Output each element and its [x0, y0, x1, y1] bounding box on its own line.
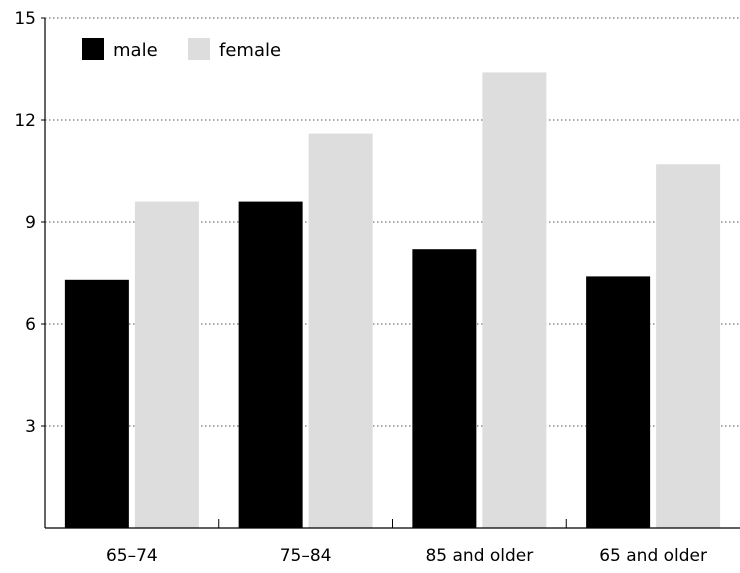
- y-tick-label: 12: [14, 111, 36, 131]
- y-tick-label: 6: [25, 315, 36, 335]
- x-tick-labels: 65–74 75–84 85 and older 65 and older: [106, 519, 707, 566]
- y-tick-label: 3: [25, 417, 36, 437]
- bar-female-0: [134, 201, 199, 528]
- bar-male-2: [412, 249, 477, 528]
- legend-swatch-female: [188, 38, 210, 60]
- bar-male-3: [586, 276, 651, 528]
- x-tick-label: 65–74: [106, 546, 158, 566]
- x-tick-label: 65 and older: [599, 546, 707, 566]
- bars: [64, 72, 721, 529]
- x-tick-label: 85 and older: [425, 546, 533, 566]
- bar-female-3: [656, 164, 721, 528]
- y-tick-labels: 3 6 9 12 15: [14, 9, 45, 437]
- legend: male female: [82, 38, 281, 61]
- bar-female-2: [482, 72, 547, 529]
- x-tick-label: 75–84: [280, 546, 332, 566]
- bar-male-1: [238, 201, 303, 528]
- legend-swatch-male: [82, 38, 104, 60]
- bar-female-1: [308, 133, 373, 528]
- bar-male-0: [64, 279, 129, 528]
- legend-label-male: male: [113, 40, 158, 61]
- legend-label-female: female: [219, 40, 281, 61]
- y-tick-label: 15: [14, 9, 36, 29]
- y-tick-label: 9: [25, 213, 36, 233]
